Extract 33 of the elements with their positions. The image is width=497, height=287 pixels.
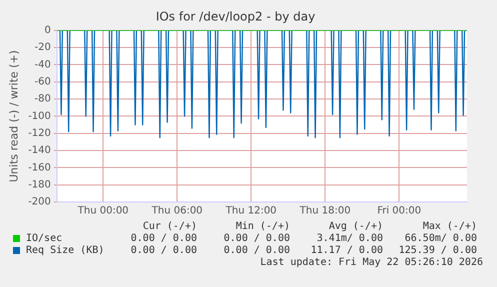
x-tick-label: Thu 00:00 xyxy=(76,206,129,217)
y-tick-label: 0 xyxy=(44,24,51,36)
y-tick-label: -120 xyxy=(28,128,51,139)
text: Cur (-/+) xyxy=(142,221,197,232)
text: Last update: Fri May 22 05:26:10 2026 xyxy=(260,257,483,268)
text: 11.17 / 0.00 xyxy=(310,245,383,256)
y-tick-label: -60 xyxy=(34,76,51,88)
legend-label: Req Size (KB) xyxy=(26,245,104,256)
text: Max (-/+) xyxy=(422,221,477,232)
y-tick-label: -160 xyxy=(28,162,51,174)
chart-title: IOs for /dev/loop2 - by day xyxy=(156,9,316,24)
y-axis-title: Units read (-) / write (+) xyxy=(7,50,20,182)
y-tick-label: -80 xyxy=(34,94,51,105)
x-tick-label: Thu 18:00 xyxy=(298,206,351,217)
y-tick-label: -40 xyxy=(34,59,51,70)
text: 0.00 / 0.00 xyxy=(130,245,197,256)
y-tick-label: -200 xyxy=(28,196,51,208)
text: 0.00 / 0.00 xyxy=(224,233,290,244)
x-tick-label: Thu 06:00 xyxy=(150,206,203,217)
text: 3.41m/ 0.00 xyxy=(316,233,383,244)
y-tick-label: -140 xyxy=(28,145,51,156)
x-tick-label: Fri 00:00 xyxy=(377,206,422,217)
text: 0.00 / 0.00 xyxy=(130,233,197,244)
y-tick-label: -180 xyxy=(28,179,51,190)
x-tick-label: Thu 12:00 xyxy=(224,206,277,217)
y-tick-label: -100 xyxy=(28,110,51,122)
y-tick-label: -20 xyxy=(34,42,51,54)
text: 125.39 / 0.00 xyxy=(398,245,477,256)
text: 66.50m/ 0.00 xyxy=(404,233,477,244)
text: Min (-/+) xyxy=(236,221,290,232)
text: Avg (-/+) xyxy=(328,221,383,232)
legend-label: IO/sec xyxy=(26,233,62,244)
text: 0.00 / 0.00 xyxy=(224,245,290,256)
